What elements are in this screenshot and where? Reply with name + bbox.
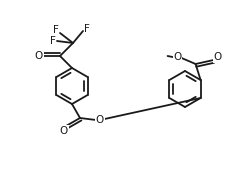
Text: O: O — [173, 52, 181, 62]
Text: F: F — [53, 25, 59, 35]
Text: O: O — [35, 51, 43, 61]
Text: F: F — [50, 36, 56, 46]
Text: O: O — [96, 115, 104, 125]
Text: F: F — [84, 24, 89, 34]
Text: O: O — [212, 52, 221, 62]
Text: O: O — [60, 126, 68, 136]
